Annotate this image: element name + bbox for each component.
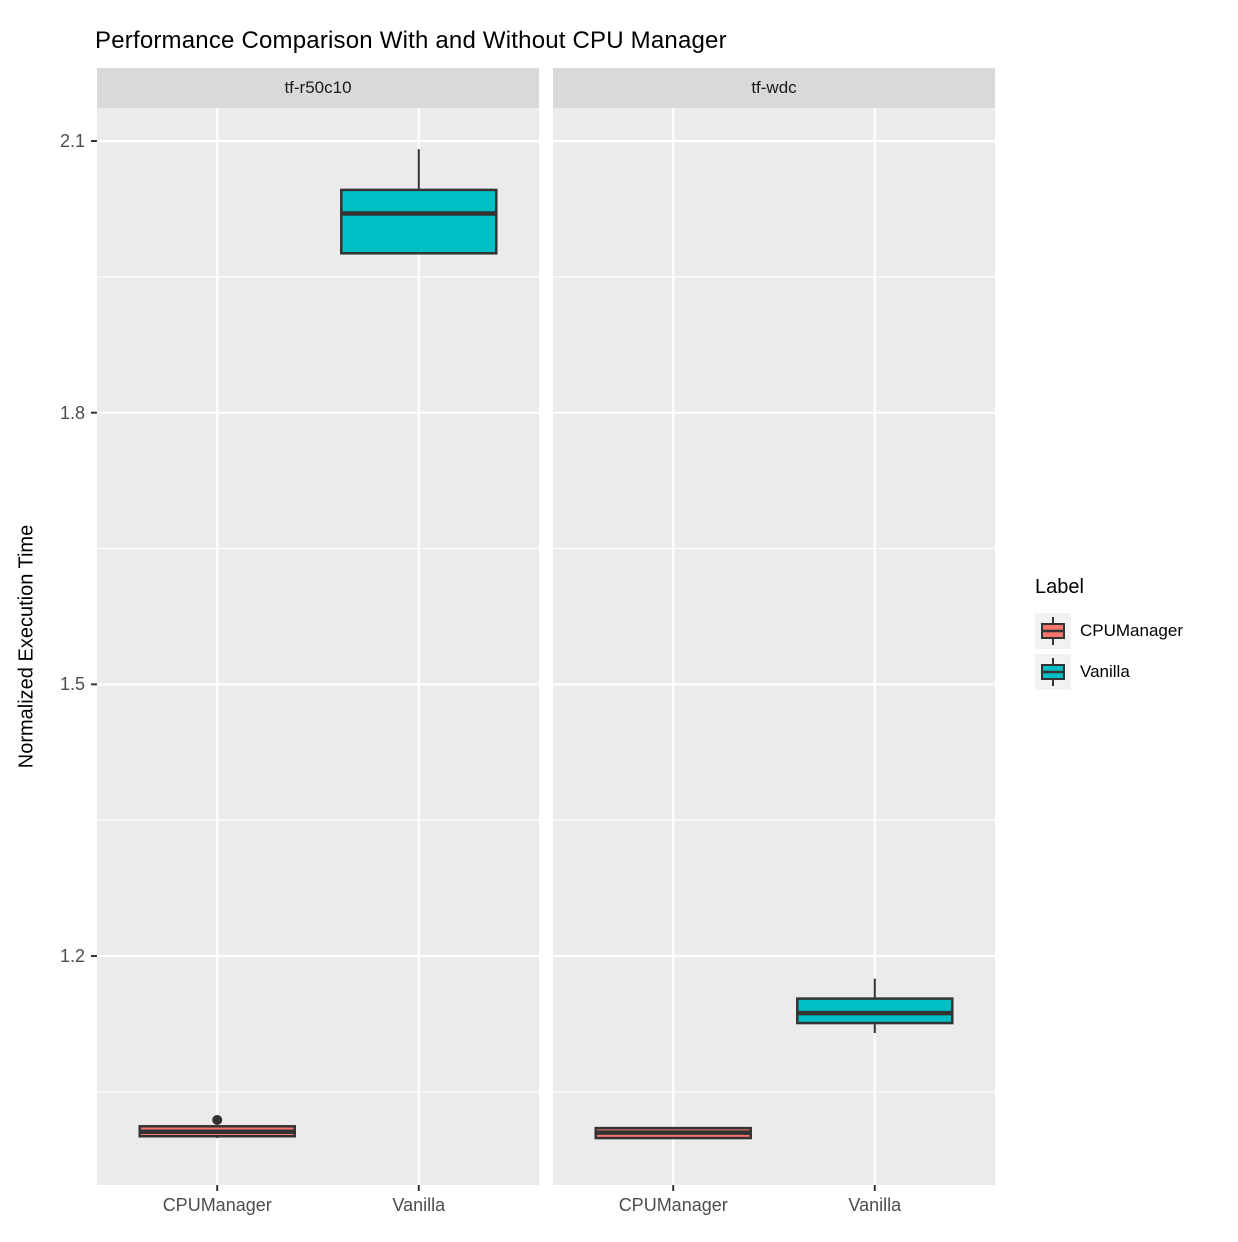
y-tick-label-2.1: 2.1: [59, 131, 85, 151]
facet-panel-tf-wdc: [553, 108, 995, 1185]
legend-title: Label: [1035, 576, 1084, 598]
x-tick-label-vanilla: Vanilla: [848, 1195, 902, 1215]
legend-item-cpumanager: CPUManager: [1035, 613, 1183, 649]
plot-title: Performance Comparison With and Without …: [95, 27, 727, 54]
facet-panel-tf-r50c10: [97, 108, 539, 1185]
y-axis-title: Normalized Execution Time: [15, 524, 38, 769]
legend-item-vanilla: Vanilla: [1035, 654, 1183, 690]
x-tick-label-cpumanager: CPUManager: [618, 1195, 728, 1215]
facet-strip-tf-r50c10: tf-r50c10: [97, 68, 539, 108]
legend: Label CPUManager Vanilla: [1035, 576, 1183, 695]
legend-key-boxplot-icon: [1035, 654, 1071, 690]
legend-key-boxplot-icon: [1035, 613, 1071, 649]
y-tick-label-1.5: 1.5: [59, 674, 85, 695]
y-tick-label-1.8: 1.8: [59, 402, 85, 423]
y-tick-label-1.2: 1.2: [59, 946, 85, 967]
x-tick-label-cpumanager: CPUManager: [162, 1195, 272, 1215]
legend-label: Vanilla: [1080, 662, 1130, 681]
x-tick-label-vanilla: Vanilla: [392, 1195, 446, 1215]
facet-strip-label: tf-wdc: [751, 78, 797, 97]
legend-label: CPUManager: [1080, 621, 1183, 640]
facet-strip-label: tf-r50c10: [284, 78, 352, 97]
facet-strip-tf-wdc: tf-wdc: [553, 68, 995, 108]
